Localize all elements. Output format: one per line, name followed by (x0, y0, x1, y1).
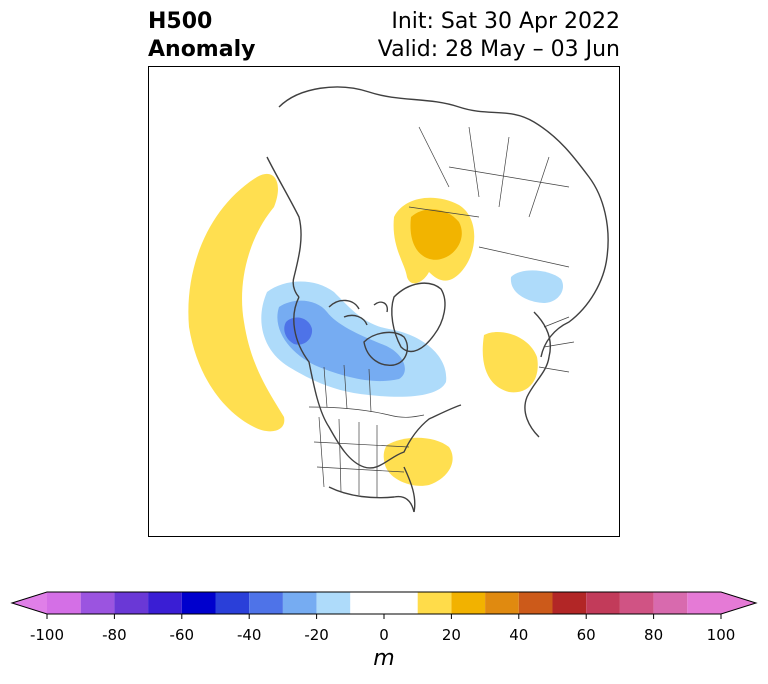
colorbar-segment (485, 592, 519, 614)
colorbar-segment (47, 592, 81, 614)
border-us-canada (308, 406, 425, 418)
colorbar-tick-label: -100 (29, 626, 65, 644)
title-right: Init: Sat 30 Apr 2022 Valid: 28 May – 03… (378, 8, 620, 64)
colorbar-tick-label: -80 (102, 626, 127, 644)
border-us-states-1 (318, 416, 378, 497)
colorbar-segment (316, 592, 351, 614)
colorbar-segment (80, 592, 115, 614)
colorbar-segment (181, 592, 216, 614)
colorbar-tick-label: 20 (441, 626, 461, 644)
title-field-type: Anomaly (148, 37, 256, 62)
colorbar-tick-label: -40 (236, 626, 262, 644)
coastline-arctic-archipelago (328, 299, 388, 326)
border-us-states-2 (313, 441, 410, 473)
anomaly-positive-russia-core (410, 209, 462, 260)
colorbar-segment (282, 592, 317, 614)
valid-period-label: Valid: 28 May – 03 Jun (377, 37, 620, 62)
colorbar-tick-label: -60 (169, 626, 195, 644)
colorbar-extend-max (721, 592, 756, 614)
colorbar-unit-label: m (373, 646, 395, 671)
coastline-alaska (266, 156, 302, 298)
coastline-north-america (293, 296, 462, 469)
colorbar-segment (417, 592, 452, 614)
colorbar-tick-label: -20 (304, 626, 329, 644)
coastline-florida (403, 466, 416, 513)
colorbar-segment (114, 592, 149, 614)
colorbar-segment (518, 592, 553, 614)
map-panel (148, 66, 620, 537)
init-time-label: Init: Sat 30 Apr 2022 (391, 9, 620, 34)
border-europe (538, 316, 575, 373)
anomaly-positive-atlantic (482, 331, 538, 393)
colorbar-outline (10, 591, 758, 615)
title-left: H500 Anomaly (148, 8, 255, 64)
colorbar-tick-label: 0 (379, 626, 389, 644)
colorbar-segment (552, 592, 587, 614)
coastline-eurasia (278, 86, 609, 358)
anomaly-negative-siberia (510, 270, 564, 303)
coastline-gulf-mexico (328, 486, 415, 513)
anomaly-positive-pacific (188, 173, 285, 432)
colorbar-segment (249, 592, 283, 614)
colorbar-segment (687, 592, 721, 614)
colorbar-fills (12, 592, 756, 614)
colorbar (10, 591, 758, 619)
anomaly-map (188, 86, 609, 513)
coastlines (266, 86, 609, 513)
border-canada-provinces (323, 364, 372, 413)
border-russia-2 (408, 166, 570, 268)
colorbar-extend-min (12, 592, 47, 614)
border-russia-1 (418, 126, 550, 218)
colorbar-segment (619, 592, 654, 614)
colorbar-segment (451, 592, 486, 614)
colorbar-segment (653, 592, 688, 614)
colorbar-segment (586, 592, 620, 614)
title-field-name: H500 (148, 9, 213, 34)
coastline-greenland (391, 282, 446, 353)
coastline-hudson-bay (363, 331, 409, 366)
anomaly-negative-canada-core (284, 317, 313, 345)
anomaly-negative-canada-mid (277, 300, 405, 382)
colorbar-ticks (46, 614, 722, 619)
coastline-europe (524, 311, 551, 438)
colorbar-segment (215, 592, 250, 614)
colorbar-tick-label: 60 (576, 626, 596, 644)
anomaly-positive-eastern-us (383, 437, 453, 486)
colorbar-tick-label: 40 (509, 626, 529, 644)
political-borders (308, 126, 575, 497)
colorbar-tick-label: 80 (644, 626, 664, 644)
colorbar-segment (350, 592, 418, 614)
colorbar-tick-label: 100 (706, 626, 736, 644)
colorbar-segment (148, 592, 182, 614)
